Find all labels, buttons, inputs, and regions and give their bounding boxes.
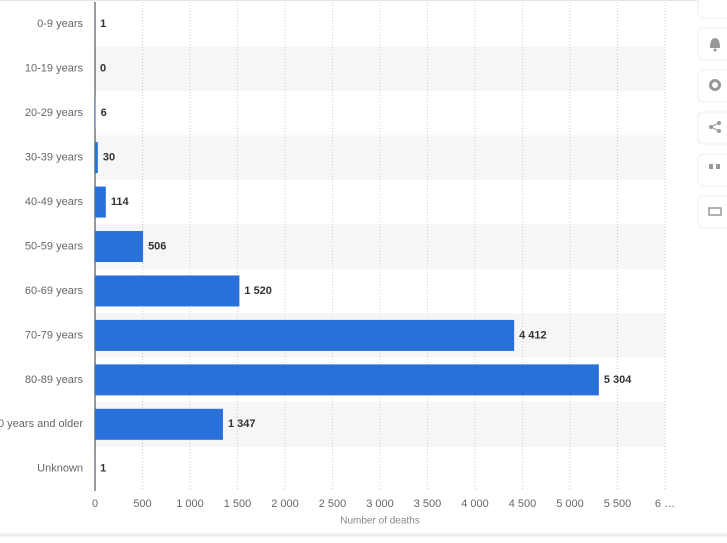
x-tick-label: 2 000: [271, 498, 299, 510]
sidebar: [698, 0, 727, 228]
y-tick-label: 60-69 years: [25, 285, 84, 297]
y-tick-label: 80-89 years: [25, 374, 84, 386]
x-tick-label: 4 500: [509, 498, 537, 510]
y-tick-label: Unknown: [37, 463, 83, 475]
x-tick-label: 3 500: [414, 498, 442, 510]
y-tick-label: 40-49 years: [25, 196, 84, 208]
bar: [95, 231, 143, 262]
value-label: 1 520: [244, 285, 272, 297]
y-tick-label: 50-59 years: [25, 240, 84, 252]
bar: [95, 320, 514, 351]
value-label: 506: [148, 240, 166, 252]
x-tick-label: 5 000: [556, 498, 584, 510]
x-tick-label: 1 500: [224, 498, 252, 510]
value-label: 1: [100, 463, 106, 475]
value-label: 5 304: [604, 374, 632, 386]
bookmark-button[interactable]: [698, 0, 727, 18]
settings-button[interactable]: [698, 70, 727, 102]
bar: [95, 409, 223, 440]
x-axis-title: Number of deaths: [340, 516, 420, 527]
y-tick-label: 0-9 years: [37, 18, 83, 30]
value-label: 30: [103, 151, 115, 163]
bar: [95, 142, 98, 173]
x-tick-label: 1 000: [176, 498, 204, 510]
x-tick-label: 6 …: [655, 498, 675, 510]
y-tick-label: 70-79 years: [25, 329, 84, 341]
x-tick-label: 0: [92, 498, 98, 510]
bar: [95, 275, 239, 306]
share-button[interactable]: [698, 112, 727, 144]
print-button[interactable]: [698, 196, 727, 228]
value-label: 4 412: [519, 329, 547, 341]
x-tick-label: 500: [133, 498, 151, 510]
bar: [95, 364, 599, 395]
x-tick-label: 2 500: [319, 498, 347, 510]
bar: [95, 187, 106, 218]
value-label: 1: [100, 18, 106, 30]
y-tick-label: 20-29 years: [25, 107, 84, 119]
value-label: 1 347: [228, 418, 256, 430]
value-label: 6: [101, 107, 107, 119]
y-tick-label: 90 years and older: [0, 418, 83, 430]
x-tick-label: 5 500: [604, 498, 632, 510]
y-tick-label: 10-19 years: [25, 63, 84, 75]
x-tick-label: 3 000: [366, 498, 394, 510]
value-label: 0: [100, 63, 106, 75]
value-label: 114: [111, 196, 130, 208]
x-tick-label: 4 000: [461, 498, 489, 510]
bar: [95, 98, 96, 129]
y-tick-label: 30-39 years: [25, 151, 84, 163]
alert-button[interactable]: [698, 28, 727, 60]
cite-button[interactable]: [698, 154, 727, 186]
